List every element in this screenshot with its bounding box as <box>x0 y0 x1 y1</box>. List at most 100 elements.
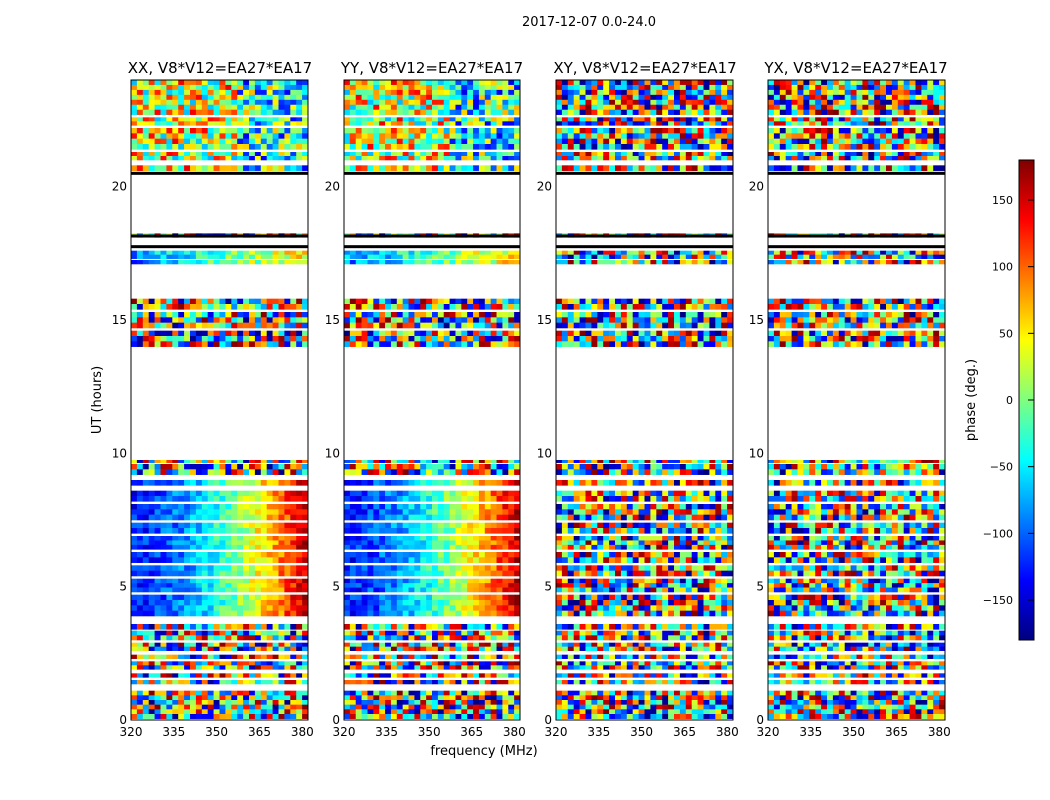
heatmap-cell <box>213 605 220 611</box>
heatmap-cell <box>443 156 450 161</box>
heatmap-cell <box>344 322 351 329</box>
heatmap-cell <box>190 509 197 515</box>
heatmap-cell <box>484 260 491 265</box>
heatmap-cell <box>668 630 675 636</box>
heatmap-cell <box>561 624 569 630</box>
heatmap-cell <box>721 709 728 715</box>
heatmap-cell <box>432 104 439 111</box>
heatmap-cell <box>697 600 704 606</box>
heatmap-cell <box>414 89 421 96</box>
heatmap-cell <box>344 665 351 670</box>
heatmap-cell <box>160 260 167 265</box>
heatmap-cell <box>231 104 238 111</box>
heatmap-cell <box>184 84 191 91</box>
heatmap-cell <box>148 565 155 571</box>
heatmap-cell <box>207 714 214 719</box>
heatmap-cell <box>302 587 309 593</box>
heatmap-cell <box>225 522 232 529</box>
heatmap-cell <box>190 298 197 305</box>
heatmap-cell <box>207 298 214 305</box>
heatmap-cell <box>142 117 149 122</box>
heatmap-cell <box>243 117 250 122</box>
heatmap-cell <box>650 610 657 617</box>
heatmap-cell <box>390 605 398 611</box>
heatmap-cell <box>461 583 468 588</box>
heatmap-cell <box>449 89 456 96</box>
heatmap-cell <box>461 336 468 342</box>
heatmap-cell <box>396 480 403 486</box>
heatmap-cell <box>414 312 421 318</box>
heatmap-cell <box>296 156 303 161</box>
heatmap-cell <box>195 540 203 546</box>
heatmap-cell <box>361 80 368 86</box>
heatmap-cell <box>632 552 639 558</box>
heatmap-cell <box>148 80 155 86</box>
heatmap-cell <box>290 304 297 310</box>
heatmap-cell <box>201 254 208 259</box>
heatmap-cell <box>249 624 256 630</box>
heatmap-cell <box>361 624 368 630</box>
heatmap-cell <box>249 583 256 588</box>
heatmap-cell <box>231 594 238 601</box>
heatmap-cell <box>556 646 563 651</box>
y-tick-label: 10 <box>112 446 127 460</box>
heatmap-cell <box>302 317 309 323</box>
heatmap-cell <box>455 496 462 502</box>
heatmap-cell <box>514 298 521 305</box>
heatmap-cell <box>449 665 456 670</box>
heatmap-cell <box>478 695 486 701</box>
heatmap-cell <box>178 133 185 139</box>
heatmap-cell <box>473 312 480 318</box>
heatmap-cell <box>302 298 309 305</box>
heatmap-cell <box>166 661 173 666</box>
heatmap-cell <box>490 138 497 145</box>
heatmap-cell <box>461 464 468 470</box>
heatmap-cell <box>449 336 456 342</box>
heatmap-cell <box>396 600 403 606</box>
heatmap-cell <box>432 565 439 571</box>
heatmap-cell <box>249 565 256 571</box>
heatmap-cell <box>644 700 651 705</box>
heatmap-cell <box>396 594 403 601</box>
heatmap-cell <box>361 254 368 259</box>
heatmap-cell <box>679 635 687 641</box>
heatmap-cell <box>396 490 403 497</box>
heatmap-cell <box>437 165 445 171</box>
heatmap-cell <box>178 610 185 617</box>
heatmap-cell <box>260 254 267 259</box>
heatmap-cell <box>502 317 509 323</box>
heatmap-cell <box>172 254 179 259</box>
heatmap-cell <box>254 490 262 497</box>
heatmap-cell <box>432 298 439 305</box>
heatmap-cell <box>225 610 232 617</box>
heatmap-cell <box>148 496 155 502</box>
heatmap-cell <box>597 605 604 611</box>
heatmap-cell <box>344 133 351 139</box>
heatmap-cell <box>290 99 297 106</box>
heatmap-cell <box>402 496 409 502</box>
heatmap-cell <box>573 714 580 719</box>
heatmap-cell <box>249 605 256 611</box>
heatmap-cell <box>668 661 675 666</box>
heatmap-cell <box>148 654 155 659</box>
heatmap-cell <box>349 665 357 670</box>
heatmap-cell <box>484 665 491 670</box>
heatmap-cell <box>154 583 161 588</box>
heatmap-cell <box>272 536 279 541</box>
heatmap-cell <box>426 522 433 529</box>
heatmap-cell <box>361 642 368 647</box>
heatmap-cell <box>142 165 149 171</box>
heatmap-cell <box>237 605 244 611</box>
heatmap-cell <box>674 680 681 685</box>
heatmap-cell <box>396 552 403 558</box>
heatmap-cell <box>396 469 403 475</box>
heatmap-cell <box>231 341 238 347</box>
heatmap-cell <box>379 528 386 534</box>
heatmap-cell <box>278 133 285 139</box>
heatmap-cell <box>385 84 392 91</box>
heatmap-cell <box>367 317 374 323</box>
heatmap-cell <box>490 565 497 571</box>
heatmap-cell <box>373 544 380 550</box>
heatmap-cell <box>567 714 574 719</box>
heatmap-cell <box>478 312 486 318</box>
